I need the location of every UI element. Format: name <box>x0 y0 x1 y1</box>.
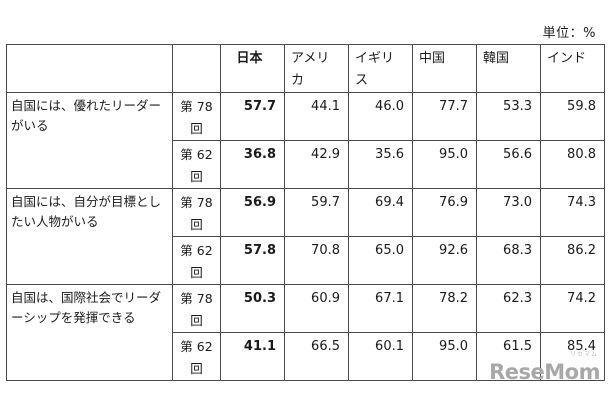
header-china: 中国 <box>412 44 477 93</box>
value-uk: 46.0 <box>348 92 413 141</box>
value-uk: 67.1 <box>348 284 413 333</box>
round-label: 第 78 回 <box>172 188 221 237</box>
value-uk: 69.4 <box>348 188 413 237</box>
header-empty-round <box>172 44 221 93</box>
value-uk: 65.0 <box>348 236 413 285</box>
table-row: 第 62 回 57.8 70.8 65.0 92.6 68.3 86.2 <box>7 236 605 285</box>
value-korea: 73.0 <box>476 188 541 237</box>
table-row: 第 62 回 41.1 66.5 60.1 95.0 61.5 85.4 <box>7 332 605 381</box>
header-uk: イギリス <box>348 44 413 93</box>
value-usa: 44.1 <box>284 92 349 141</box>
value-china: 78.2 <box>412 284 477 333</box>
value-japan: 57.8 <box>220 236 285 285</box>
value-japan: 41.1 <box>220 332 285 381</box>
header-empty-question <box>6 44 173 93</box>
value-india: 86.2 <box>540 236 605 285</box>
value-korea: 62.3 <box>476 284 541 333</box>
round-label: 第 62 回 <box>172 332 221 381</box>
table-row: 自国は、国際社会でリーダーシップを発揮できる 第 78 回 50.3 60.9 … <box>6 284 605 381</box>
value-korea: 53.3 <box>476 92 541 141</box>
resemom-logo: ReseMom <box>489 360 600 384</box>
header-row: 日本 アメリカ イギリス 中国 韓国 インド <box>6 44 605 93</box>
value-korea: 68.3 <box>476 236 541 285</box>
table-row: 自国には、優れたリーダーがいる 第 78 回 57.7 44.1 46.0 77… <box>6 92 605 189</box>
value-uk: 60.1 <box>348 332 413 381</box>
survey-table: 日本 アメリカ イギリス 中国 韓国 インド 自国には、優れたリーダーがいる 第… <box>6 44 605 381</box>
value-japan: 36.8 <box>220 140 285 189</box>
round-label: 第 78 回 <box>172 92 221 141</box>
value-japan: 57.7 <box>220 92 285 141</box>
table-row: 自国には、自分が目標としたい人物がいる 第 78 回 56.9 59.7 69.… <box>6 188 605 285</box>
value-india: 85.4 <box>540 332 605 381</box>
header-korea: 韓国 <box>476 44 541 93</box>
value-usa: 59.7 <box>284 188 349 237</box>
watermark-sub: リセマム <box>569 351 598 358</box>
value-china: 76.9 <box>412 188 477 237</box>
header-india: インド <box>540 44 605 93</box>
value-china: 77.7 <box>412 92 477 141</box>
value-china: 92.6 <box>412 236 477 285</box>
table-row: 第 62 回 36.8 42.9 35.6 95.0 56.6 80.8 <box>7 140 605 189</box>
value-japan: 50.3 <box>220 284 285 333</box>
header-japan: 日本 <box>220 44 285 93</box>
value-india: 74.2 <box>540 284 605 333</box>
value-usa: 66.5 <box>284 332 349 381</box>
value-india: 74.3 <box>540 188 605 237</box>
value-china: 95.0 <box>412 332 477 381</box>
value-india: 59.8 <box>540 92 605 141</box>
value-uk: 35.6 <box>348 140 413 189</box>
round-label: 第 62 回 <box>172 140 221 189</box>
header-usa: アメリカ <box>284 44 349 93</box>
round-label: 第 62 回 <box>172 236 221 285</box>
value-japan: 56.9 <box>220 188 285 237</box>
question-cell: 自国には、自分が目標としたい人物がいる <box>6 188 173 285</box>
value-korea: 56.6 <box>476 140 541 189</box>
question-cell: 自国には、優れたリーダーがいる <box>6 92 173 189</box>
value-usa: 60.9 <box>284 284 349 333</box>
value-china: 95.0 <box>412 140 477 189</box>
value-usa: 42.9 <box>284 140 349 189</box>
question-cell: 自国は、国際社会でリーダーシップを発揮できる <box>6 284 173 381</box>
value-india: 80.8 <box>540 140 605 189</box>
round-label: 第 78 回 <box>172 284 221 333</box>
value-usa: 70.8 <box>284 236 349 285</box>
unit-note: 単位：% <box>542 26 596 41</box>
